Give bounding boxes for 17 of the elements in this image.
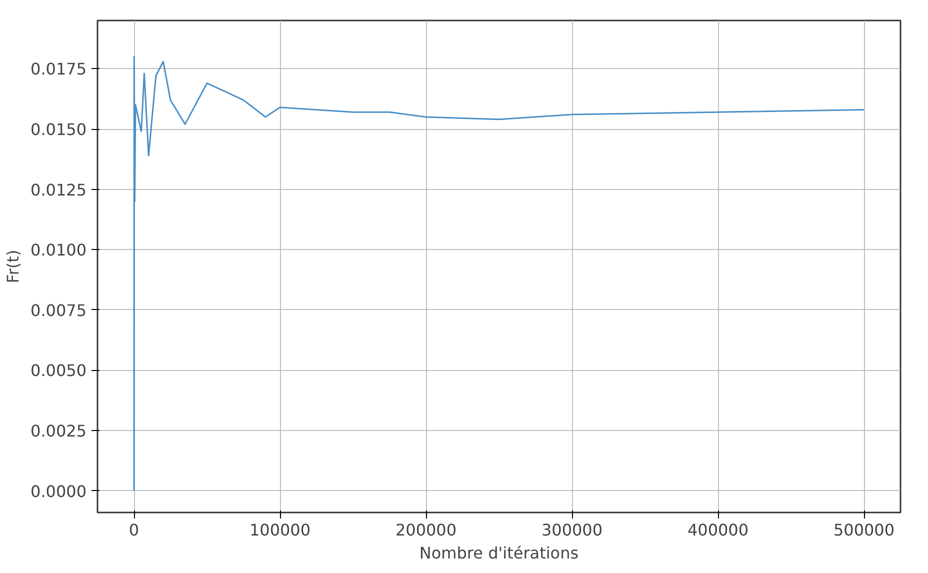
y-tick-label: 0.0150 [30, 120, 86, 140]
y-axis-title: Fr(t) [4, 250, 23, 284]
x-tick-label: 0 [128, 520, 140, 540]
y-tick-label: 0.0050 [30, 361, 86, 380]
x-tick-label: 200000 [395, 520, 457, 540]
y-tick-label: 0.0175 [30, 60, 86, 79]
x-tick-label: 500000 [833, 520, 895, 540]
x-axis-title: Nombre d'itérations [419, 544, 579, 562]
y-tick-label: 0.0000 [30, 482, 86, 501]
y-tick-label: 0.0075 [30, 300, 86, 320]
y-tick-label: 0.0100 [30, 240, 86, 260]
y-tick-label: 0.0125 [30, 180, 86, 200]
x-tick-label: 100000 [249, 520, 311, 540]
line-series [133, 56, 865, 492]
y-tick-label: 0.0025 [30, 422, 86, 440]
x-tick-label: 300000 [541, 520, 603, 540]
x-tick-label: 400000 [687, 520, 749, 540]
